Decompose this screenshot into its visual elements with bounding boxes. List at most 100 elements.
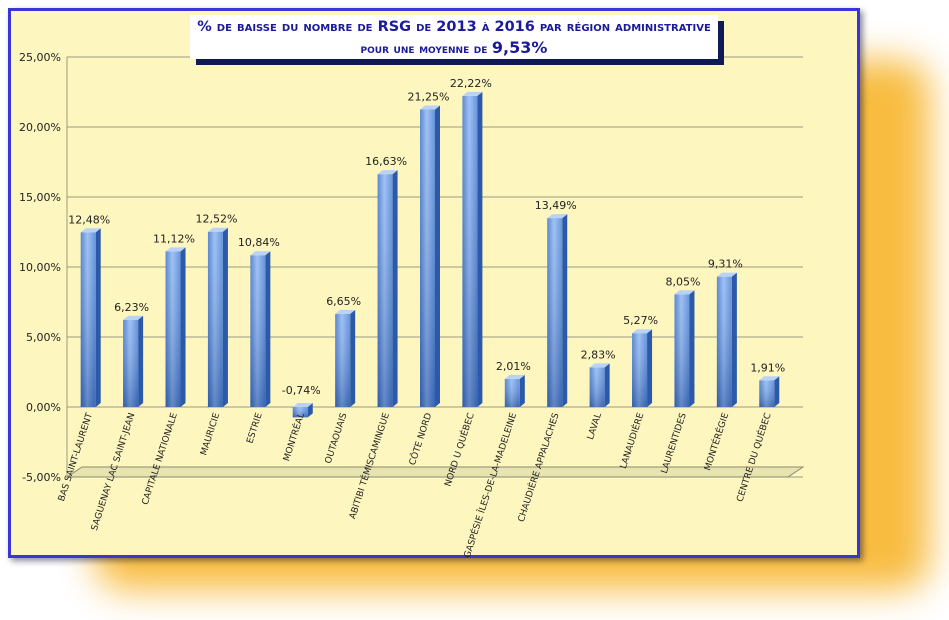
y-tick-label: 5,00%	[26, 331, 61, 344]
bars-layer	[80, 91, 780, 418]
bar-top	[165, 247, 186, 252]
data-label: 12,52%	[195, 213, 237, 226]
bar	[80, 228, 101, 407]
bar-shade	[123, 319, 139, 407]
bar-shade	[80, 232, 96, 407]
bar-top	[123, 315, 144, 320]
bar	[250, 251, 271, 407]
floor-layer	[65, 466, 805, 478]
bar-top	[80, 228, 101, 233]
bar-shade	[165, 251, 181, 407]
data-label: 21,25%	[408, 91, 450, 104]
chart-subtitle-value: 9,53%	[491, 38, 548, 57]
category-label: MONTÉRÉGIE	[701, 411, 731, 472]
bar-shade	[589, 367, 605, 407]
category-label: LAURENTIDES	[660, 412, 689, 475]
bar-top	[547, 214, 568, 219]
data-label: 13,49%	[535, 199, 577, 212]
category-label: CENTRE DU QUÉBEC	[734, 411, 774, 503]
bar-side	[392, 170, 398, 407]
data-label: 6,65%	[326, 295, 361, 308]
bar-side	[774, 376, 780, 407]
category-label: BAS SAINT-LAURENT	[57, 411, 95, 502]
bar-shade	[207, 231, 223, 407]
bar-side	[647, 329, 653, 407]
data-label: 6,23%	[114, 301, 149, 314]
data-label: 8,05%	[665, 275, 700, 288]
category-label: CAPITALE NATIONALE	[141, 412, 180, 507]
category-label: LAVAL	[586, 412, 604, 441]
data-label: 16,63%	[365, 155, 407, 168]
bar-top	[716, 272, 737, 277]
bar-side	[95, 228, 101, 407]
bar-side	[689, 290, 695, 407]
data-label: 10,84%	[238, 236, 280, 249]
bar	[420, 105, 440, 407]
bar-side	[180, 247, 186, 407]
bar-shade	[250, 255, 266, 407]
data-label: 12,48%	[68, 213, 110, 226]
bar-shade	[674, 294, 690, 407]
bar-shade	[335, 313, 351, 407]
bar	[292, 403, 313, 418]
bar	[462, 91, 483, 408]
bar-side	[731, 272, 737, 407]
category-label: ESTRIE	[245, 412, 264, 445]
bar-shade	[759, 380, 775, 407]
bar-top	[420, 105, 440, 110]
bar-shade	[377, 174, 393, 407]
bar	[716, 272, 737, 407]
y-tick-label: 10,00%	[19, 261, 61, 274]
bar	[674, 290, 695, 407]
bar	[759, 376, 780, 407]
category-label: MAURICIE	[199, 412, 222, 457]
bar-top	[292, 403, 313, 407]
data-label: 1,91%	[750, 361, 785, 374]
bar	[547, 214, 568, 407]
bar-top	[462, 91, 483, 96]
bar-top	[589, 363, 610, 368]
data-label: 11,12%	[153, 232, 195, 245]
bar-top	[250, 251, 271, 256]
chart-title: % de baisse du nombre de RSG de 2013 à 2…	[197, 19, 711, 35]
bar-top	[674, 290, 695, 295]
bar-shade	[462, 95, 478, 408]
bar-top	[632, 329, 653, 334]
data-label: 2,01%	[496, 360, 531, 373]
bar	[207, 227, 228, 407]
bar-side	[562, 214, 568, 407]
category-label: OUTAOUAIS	[324, 412, 350, 465]
bar	[123, 315, 144, 407]
bar	[504, 374, 525, 407]
bar-shade	[716, 276, 732, 407]
chart-subtitle: pour une moyenne de 9,53%	[190, 38, 718, 59]
y-tick-label: -5,00%	[22, 471, 61, 484]
data-label: -0,74%	[282, 384, 321, 397]
bar	[632, 329, 653, 407]
bar-side	[265, 251, 271, 407]
bar-side	[477, 91, 483, 408]
category-label: ABITIBI TÉMISCAMINGUE	[346, 411, 392, 521]
bar-shade	[292, 407, 308, 418]
y-tick-label: 25,00%	[19, 51, 61, 64]
bar-side	[307, 403, 313, 418]
bar-side	[350, 309, 356, 407]
bar-top	[504, 374, 525, 379]
bar-side	[435, 105, 440, 407]
data-label: 9,31%	[708, 258, 743, 271]
bar-top	[207, 227, 228, 232]
bar-side	[222, 227, 228, 407]
category-label: MONTRÉAL	[280, 411, 307, 462]
chart-subtitle-prefix: pour une moyenne de	[360, 42, 488, 57]
chart-floor	[65, 466, 805, 478]
y-tick-label: 15,00%	[19, 191, 61, 204]
bar-side	[519, 374, 525, 407]
bar-side	[138, 315, 144, 407]
data-label: 5,27%	[623, 314, 658, 327]
y-tick-label: 20,00%	[19, 121, 61, 134]
bar-top	[377, 170, 398, 175]
bar	[377, 170, 398, 407]
bar	[335, 309, 356, 407]
bar-side	[604, 363, 610, 407]
